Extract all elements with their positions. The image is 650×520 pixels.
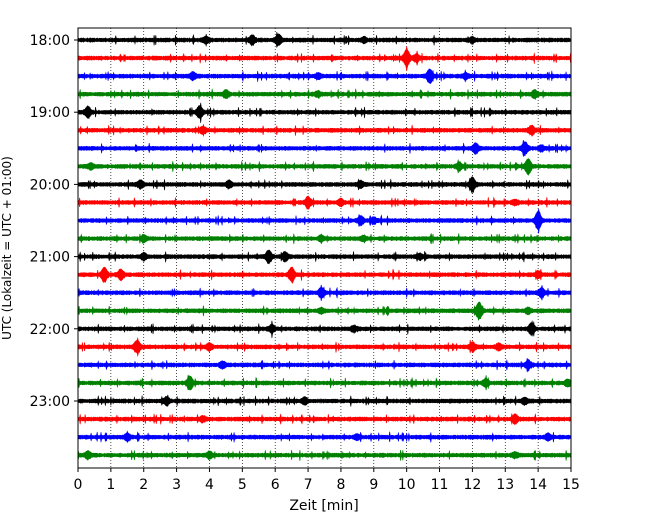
x-axis-label: Zeit [min]	[289, 498, 358, 514]
y-tick-label-1900: 19:00	[30, 105, 70, 121]
x-tick-label-7: 7	[304, 477, 313, 493]
y-tick-label-2100: 21:00	[30, 250, 70, 266]
x-tick-label-5: 5	[238, 477, 247, 493]
x-tick-label-2: 2	[139, 477, 148, 493]
x-tick-label-1: 1	[106, 477, 115, 493]
x-tick-label-4: 4	[205, 477, 214, 493]
x-axis-ticks: 0 1 2 3 4 5 6 7 8 9 10 11 12 13 14 15	[74, 468, 580, 493]
trace-lines	[77, 31, 572, 461]
x-tick-label-13: 13	[496, 477, 514, 493]
x-tick-label-0: 0	[74, 477, 83, 493]
y-tick-label-1800: 18:00	[30, 33, 70, 49]
x-tick-label-11: 11	[431, 477, 449, 493]
grid-lines	[110, 28, 539, 468]
x-tick-label-14: 14	[529, 477, 547, 493]
x-tick-label-10: 10	[398, 477, 416, 493]
x-tick-label-9: 9	[369, 477, 378, 493]
x-tick-label-12: 12	[463, 477, 481, 493]
plot-frame	[77, 27, 572, 469]
x-tick-label-6: 6	[271, 477, 280, 493]
x-tick-label-3: 3	[172, 477, 181, 493]
y-tick-label-2300: 23:00	[30, 394, 70, 410]
y-tick-label-2000: 20:00	[30, 177, 70, 193]
y-tick-label-2200: 22:00	[30, 322, 70, 338]
x-tick-label-15: 15	[562, 477, 580, 493]
y-axis-label: UTC (Lokalzeit = UTC + 01:00)	[0, 156, 14, 340]
y-axis-ticks: 18:00 19:00 20:00 21:00 22:00 23:00	[30, 33, 78, 410]
x-tick-label-8: 8	[336, 477, 345, 493]
